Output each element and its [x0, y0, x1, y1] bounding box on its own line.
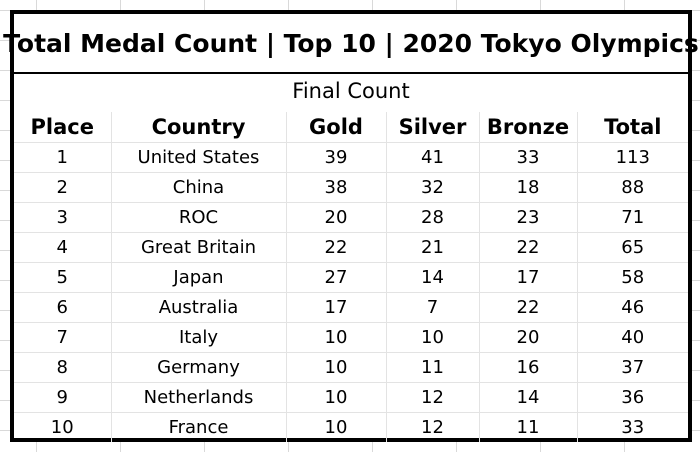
header-gold[interactable]: Gold: [285, 112, 386, 143]
cell-bronze[interactable]: 20: [478, 322, 577, 353]
cell-bronze[interactable]: 22: [478, 292, 577, 323]
cell-gold[interactable]: 20: [285, 202, 386, 233]
cell-place[interactable]: 1: [14, 142, 111, 173]
table-row: 9 Netherlands 10 12 14 36: [14, 382, 688, 413]
table-title[interactable]: Total Medal Count | Top 10 | 2020 Tokyo …: [3, 14, 699, 74]
table-row: 4 Great Britain 22 21 22 65: [14, 232, 688, 263]
cell-bronze[interactable]: 18: [478, 172, 577, 203]
cell-place[interactable]: 7: [14, 322, 111, 353]
cell-country[interactable]: United States: [110, 142, 286, 173]
cell-silver[interactable]: 11: [385, 352, 479, 383]
cell-silver[interactable]: 7: [385, 292, 479, 323]
cell-gold[interactable]: 17: [285, 292, 386, 323]
table-row: 3 ROC 20 28 23 71: [14, 202, 688, 233]
table-row: 10 France 10 12 11 33: [14, 412, 688, 442]
cell-gold[interactable]: 10: [285, 322, 386, 353]
medal-table: Place Country Gold Silver Bronze Total 1…: [14, 112, 688, 442]
cell-total[interactable]: 36: [576, 382, 688, 413]
header-total[interactable]: Total: [576, 112, 688, 143]
header-silver[interactable]: Silver: [385, 112, 479, 143]
cell-place[interactable]: 5: [14, 262, 111, 293]
cell-total[interactable]: 71: [576, 202, 688, 233]
cell-total[interactable]: 37: [576, 352, 688, 383]
table-row: 6 Australia 17 7 22 46: [14, 292, 688, 323]
cell-place[interactable]: 2: [14, 172, 111, 203]
table-row: 5 Japan 27 14 17 58: [14, 262, 688, 293]
cell-bronze[interactable]: 23: [478, 202, 577, 233]
cell-place[interactable]: 3: [14, 202, 111, 233]
table-row: 1 United States 39 41 33 113: [14, 142, 688, 173]
cell-bronze[interactable]: 14: [478, 382, 577, 413]
cell-bronze[interactable]: 33: [478, 142, 577, 173]
cell-gold[interactable]: 10: [285, 382, 386, 413]
cell-country[interactable]: Japan: [110, 262, 286, 293]
cell-silver[interactable]: 21: [385, 232, 479, 263]
medal-table-box: Total Medal Count | Top 10 | 2020 Tokyo …: [3, 10, 699, 442]
cell-bronze[interactable]: 17: [478, 262, 577, 293]
table-row: 7 Italy 10 10 20 40: [14, 322, 688, 353]
cell-gold[interactable]: 22: [285, 232, 386, 263]
cell-country[interactable]: Germany: [110, 352, 286, 383]
cell-bronze[interactable]: 22: [478, 232, 577, 263]
cell-silver[interactable]: 41: [385, 142, 479, 173]
cell-gold[interactable]: 10: [285, 412, 386, 442]
cell-country[interactable]: Great Britain: [110, 232, 286, 263]
cell-total[interactable]: 33: [576, 412, 688, 442]
cell-place[interactable]: 4: [14, 232, 111, 263]
cell-place[interactable]: 9: [14, 382, 111, 413]
cell-silver[interactable]: 32: [385, 172, 479, 203]
cell-place[interactable]: 6: [14, 292, 111, 323]
cell-bronze[interactable]: 16: [478, 352, 577, 383]
cell-silver[interactable]: 10: [385, 322, 479, 353]
header-place[interactable]: Place: [30, 115, 94, 139]
cell-gold[interactable]: 10: [285, 352, 386, 383]
cell-silver[interactable]: 12: [385, 382, 479, 413]
cell-country[interactable]: ROC: [110, 202, 286, 233]
cell-country[interactable]: Netherlands: [110, 382, 286, 413]
cell-total[interactable]: 113: [576, 142, 688, 173]
cell-total[interactable]: 40: [576, 322, 688, 353]
table-row: 8 Germany 10 11 16 37: [14, 352, 688, 383]
cell-total[interactable]: 88: [576, 172, 688, 203]
table-row: 2 China 38 32 18 88: [14, 172, 688, 203]
cell-country[interactable]: Italy: [110, 322, 286, 353]
cell-place[interactable]: 8: [14, 352, 111, 383]
cell-bronze[interactable]: 11: [478, 412, 577, 442]
cell-country[interactable]: France: [110, 412, 286, 442]
cell-country[interactable]: China: [110, 172, 286, 203]
cell-silver[interactable]: 12: [385, 412, 479, 442]
cell-gold[interactable]: 38: [285, 172, 386, 203]
cell-gold[interactable]: 39: [285, 142, 386, 173]
cell-total[interactable]: 65: [576, 232, 688, 263]
cell-gold[interactable]: 27: [285, 262, 386, 293]
cell-place[interactable]: 10: [14, 412, 111, 442]
cell-silver[interactable]: 28: [385, 202, 479, 233]
cell-total[interactable]: 46: [576, 292, 688, 323]
cell-country[interactable]: Australia: [110, 292, 286, 323]
header-country[interactable]: Country: [110, 112, 286, 143]
cell-total[interactable]: 58: [576, 262, 688, 293]
cell-silver[interactable]: 14: [385, 262, 479, 293]
table-subtitle[interactable]: Final Count: [292, 79, 410, 103]
header-row: Place Country Gold Silver Bronze Total: [14, 112, 688, 143]
header-bronze[interactable]: Bronze: [478, 112, 577, 143]
